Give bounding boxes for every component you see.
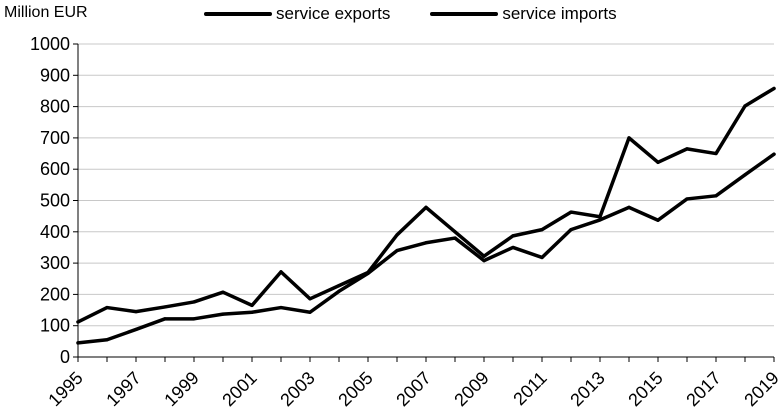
data-point-exports	[511, 245, 515, 250]
data-point-imports	[308, 297, 312, 301]
data-point-imports	[163, 305, 167, 309]
data-point-exports	[772, 152, 776, 156]
y-axis-unit-label: Million EUR	[4, 4, 88, 21]
data-point-exports	[424, 241, 428, 245]
data-point-exports	[569, 228, 573, 232]
series-line-imports	[76, 86, 776, 324]
y-tick-label: 900	[40, 65, 70, 85]
data-point-exports	[134, 327, 138, 332]
legend-swatch-imports	[430, 12, 499, 16]
y-tick-label: 500	[40, 191, 70, 211]
data-point-exports	[482, 258, 486, 263]
data-point-imports	[337, 284, 341, 288]
legend-item-imports: service imports	[430, 4, 617, 24]
y-tick-label: 1000	[30, 34, 70, 54]
x-tick-label: 1997	[102, 368, 144, 410]
x-tick-label: 1999	[160, 368, 202, 410]
y-tick-label: 400	[40, 222, 70, 242]
data-point-exports	[105, 338, 109, 342]
data-point-imports	[221, 290, 225, 294]
x-tick-label: 1995	[44, 368, 86, 410]
x-tick-label: 2019	[740, 368, 782, 410]
data-point-imports	[685, 147, 689, 151]
data-point-imports	[540, 228, 544, 232]
legend-swatch-exports	[204, 12, 272, 16]
data-point-imports	[569, 210, 573, 214]
data-point-exports	[685, 197, 689, 201]
data-point-exports	[453, 236, 457, 240]
data-point-exports	[279, 305, 283, 310]
data-point-imports	[250, 303, 254, 307]
y-tick-label: 700	[40, 128, 70, 148]
data-point-exports	[743, 173, 747, 177]
x-tick-label: 2009	[450, 368, 492, 410]
y-tick-label: 100	[40, 316, 70, 336]
data-point-exports	[250, 310, 254, 314]
data-point-imports	[511, 234, 515, 238]
data-point-exports	[627, 205, 631, 209]
data-point-imports	[279, 270, 283, 274]
chart-legend: service exports service imports	[204, 4, 617, 24]
legend-item-exports: service exports	[204, 4, 390, 24]
data-point-imports	[598, 215, 602, 219]
data-point-exports	[540, 255, 544, 260]
data-point-imports	[76, 320, 80, 324]
y-tick-label: 800	[40, 97, 70, 117]
x-tick-label: 2001	[218, 368, 260, 410]
legend-label-exports: service exports	[276, 4, 391, 23]
data-point-imports	[656, 160, 660, 164]
data-point-exports	[76, 341, 80, 345]
y-tick-label: 200	[40, 284, 70, 304]
data-point-imports	[105, 305, 109, 310]
data-point-imports	[134, 310, 138, 314]
data-point-imports	[395, 233, 399, 237]
data-point-exports	[598, 218, 602, 222]
legend-label-imports: service imports	[502, 4, 617, 23]
data-point-imports	[366, 270, 370, 275]
x-tick-label: 2017	[682, 368, 724, 410]
x-tick-label: 2011	[509, 368, 551, 410]
data-point-exports	[192, 317, 196, 321]
data-point-exports	[395, 248, 399, 253]
data-point-exports	[714, 194, 718, 198]
data-point-imports	[772, 86, 776, 91]
x-tick-label: 2015	[624, 368, 666, 410]
data-point-exports	[221, 312, 225, 316]
x-tick-label: 2013	[566, 368, 608, 410]
data-point-imports	[627, 136, 631, 140]
data-point-imports	[714, 151, 718, 156]
data-point-imports	[424, 205, 428, 209]
data-point-exports	[163, 317, 167, 321]
data-point-exports	[337, 289, 341, 293]
y-tick-label: 0	[60, 347, 70, 367]
data-point-imports	[192, 300, 196, 304]
data-point-imports	[743, 104, 747, 108]
data-point-exports	[308, 310, 312, 314]
x-tick-label: 2005	[334, 368, 376, 410]
data-point-exports	[656, 218, 660, 222]
x-tick-label: 2007	[392, 368, 434, 410]
series-line-exports	[76, 152, 776, 345]
y-tick-label: 300	[40, 253, 70, 273]
data-point-imports	[482, 254, 486, 258]
data-point-imports	[453, 230, 457, 234]
x-tick-label: 2003	[276, 368, 318, 410]
y-tick-label: 600	[40, 159, 70, 179]
